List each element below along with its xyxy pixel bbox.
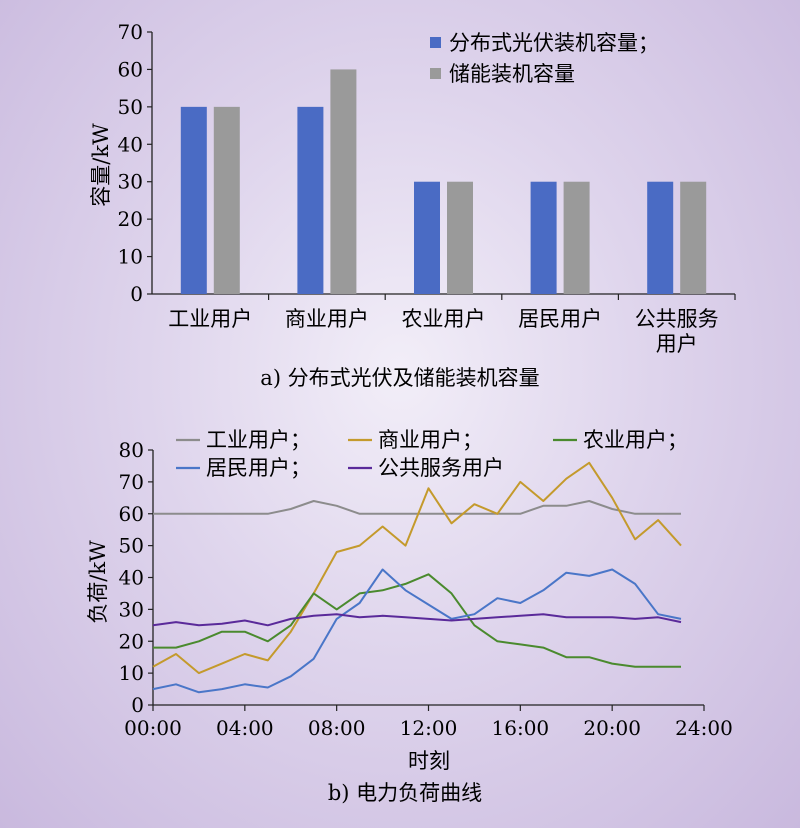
y-tick-label-b: 70 [119,470,144,494]
series-line-agricultural [153,573,681,668]
x-tick-label-b: 16:00 [492,716,550,740]
caption-a: a) 分布式光伏及储能装机容量 [260,366,539,390]
legend-label-agricultural: 农业用户； [583,428,688,452]
category-label: 工业用户 [168,307,252,331]
legend-label-public-service: 公共服务用户 [378,456,504,480]
y-tick-label-b: 30 [119,597,144,621]
bar-storage-3 [563,181,590,294]
y-tick-label-a: 60 [118,57,143,81]
y-tick-label-b: 10 [119,661,144,685]
x-tick-label-b: 04:00 [216,716,274,740]
x-tick-label-b: 12:00 [400,716,458,740]
legend-label-industrial: 工业用户； [206,428,311,452]
bar-pv-4 [647,181,674,294]
y-tick-label-b: 40 [119,566,144,590]
y-tick-label-a: 0 [130,282,143,306]
series-line-industrial [153,500,681,515]
legend-swatch-a [430,37,441,48]
legend-label-a: 分布式光伏装机容量； [449,31,659,55]
x-tick-label-b: 24:00 [675,716,733,740]
bar-storage-0 [213,106,240,294]
category-label: 商业用户 [285,307,369,331]
category-label: 居民用户 [518,307,602,331]
category-label: 用户 [656,332,698,356]
legend-label-residential: 居民用户； [206,456,311,480]
category-label: 农业用户 [402,307,486,331]
y-tick-label-a: 40 [118,132,143,156]
y-tick-label-a: 20 [118,207,143,231]
bar-storage-1 [330,69,357,294]
bar-pv-0 [180,106,207,294]
load-line-chart: 0 10 20 30 40 50 60 70 80 00:00 04:00 08:00 12:00 16:… [86,428,733,773]
legend-label-commercial: 商业用户； [378,428,483,452]
bar-storage-4 [680,181,707,294]
y-tick-label-b: 60 [119,502,144,526]
y-tick-label-a: 50 [118,95,143,119]
bar-pv-1 [297,106,324,294]
legend-a: 分布式光伏装机容量； 储能装机容量 [430,31,659,86]
bar-storage-2 [447,181,473,294]
y-tick-label-b: 0 [131,693,144,717]
legend-swatch-a [430,68,441,79]
capacity-bar-chart: 0 10 20 30 40 50 60 70 容量/kW 工业用户 商业用户 农业用户 居民用户 公共服务… [89,20,736,356]
category-label: 公共服务 [635,307,719,331]
bar-pv-3 [530,181,557,294]
y-tick-label-a: 70 [118,20,143,44]
y-tick-label-a: 10 [118,245,143,269]
y-tick-label-b: 20 [119,629,144,653]
y-axis-title-a: 容量/kW [89,123,113,207]
series-line-commercial [152,461,682,675]
legend-label-a: 储能装机容量 [449,62,575,86]
y-tick-label-b: 80 [119,438,144,462]
series-line-residential [152,568,682,694]
bar-pv-2 [414,181,440,294]
legend-b: 工业用户； 商业用户； 农业用户； 居民用户； 公共服务用户 [176,428,688,480]
x-tick-label-b: 20:00 [583,716,641,740]
x-tick-label-b: 08:00 [308,716,366,740]
x-axis-title-b: 时刻 [408,749,450,773]
series-line-public-service [152,613,682,627]
y-tick-label-b: 50 [119,534,144,558]
x-tick-label-b: 00:00 [124,716,182,740]
y-axis-title-b: 负荷/kW [86,540,110,624]
caption-b: b) 电力负荷曲线 [328,781,482,805]
y-tick-label-a: 30 [118,170,143,194]
